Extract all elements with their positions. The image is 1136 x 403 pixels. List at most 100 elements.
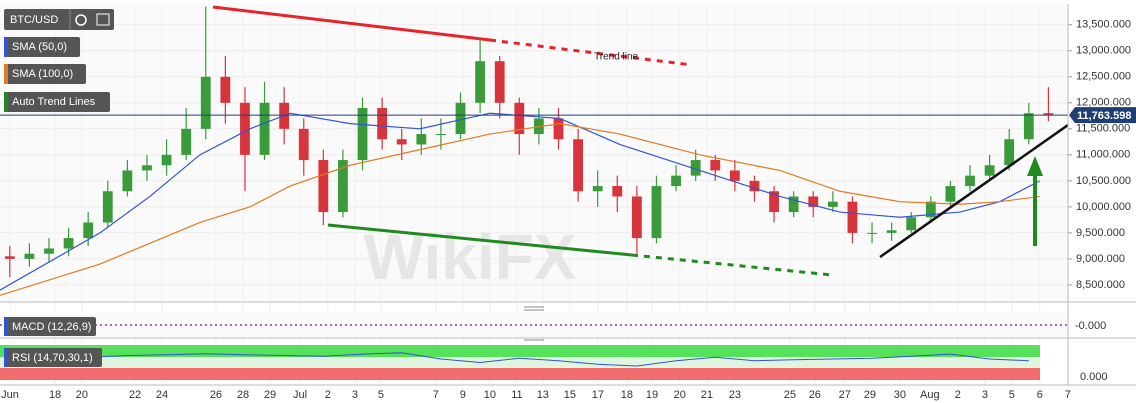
candle-body [494,61,505,103]
legend-box[interactable] [4,317,96,336]
candle-body [1043,113,1054,116]
candle-body [925,201,936,218]
candle-body [827,201,838,207]
candle-body [847,201,858,233]
y-tick-label: 10,500.000 [1076,175,1131,187]
x-tick-label: 23 [729,389,741,401]
refresh-icon[interactable] [75,14,87,26]
macd-axis-label: -0.000 [1075,320,1106,332]
y-tick-label: 11,500.000 [1076,123,1130,135]
x-tick-label: 5 [1009,389,1015,401]
price-pane [0,4,1068,302]
candle-body [710,160,721,171]
x-tick-label: 3 [352,389,358,401]
y-tick-label: 12,500.000 [1076,71,1131,83]
x-tick-label: 10 [484,389,496,401]
y-tick-label: 10,000.000 [1076,201,1131,213]
x-tick-label: Aug [920,389,940,401]
x-tick-label: Jul [293,389,307,401]
legend: BTC/USD SMA (50,0) SMA (100,0) Auto Tren… [4,9,114,367]
candle-body [886,230,897,233]
marks [0,6,1068,296]
last-price-label: 11,763.598 [1077,110,1131,122]
legend-box[interactable] [4,64,86,84]
x-tick-label: 20 [674,389,686,401]
x-tick-label: 21 [701,389,713,401]
candle-body [631,196,642,239]
candle-body [83,222,94,239]
x-tick-label: 13 [537,389,549,401]
candle-body [63,238,74,249]
rsi-line [9,352,1029,367]
legend-label: RSI (14,70,30,1) [12,352,93,364]
y-tick-label: 12,000.000 [1076,97,1131,109]
x-tick-label: 7 [433,389,439,401]
legend-swatch [4,348,8,367]
candle-body [24,253,35,259]
legend-label: Auto Trend Lines [12,96,96,108]
candle-body [181,128,192,155]
legend-box[interactable] [4,37,80,57]
x-tick-label: 29 [864,389,876,401]
legend-swatch [4,37,8,57]
candle-body [729,170,740,181]
x-tick-label: 24 [156,389,168,401]
legend-label: SMA (100,0) [12,68,73,80]
rsi [9,352,1029,367]
x-tick-label: 18 [49,389,61,401]
x-tick-label: 19 [646,389,658,401]
candle-body [416,134,427,145]
candle-body [514,102,525,135]
trend-line [327,223,633,257]
legend-box[interactable] [4,348,102,367]
candle-body [200,76,211,129]
candle-body [377,108,388,140]
candle-body [690,160,701,176]
x-tick-label: 29 [264,389,276,401]
candle-body [788,196,799,213]
x-tick-label: 15 [564,389,576,401]
x-tick-label: 26 [210,389,222,401]
x-tick-label: 11 [511,389,522,401]
candle-body [122,170,133,192]
candle-body [338,160,348,213]
x-tick-label: 22 [129,389,141,401]
symbol: BTC/USD [10,14,58,26]
candle-body [553,118,564,140]
x-tick-label: 3 [982,389,988,401]
x-tick-label: 7 [1065,389,1071,401]
candle-body [4,256,15,259]
legend-box[interactable] [4,92,110,112]
candle-body [298,128,309,161]
candle-body [396,139,407,145]
candle-body [808,196,819,207]
sma-line [0,112,1041,291]
settings-icon[interactable] [96,13,110,26]
x-tick-label: 25 [784,389,796,401]
candle-body [651,186,662,239]
y-tick-label: 9,500.000 [1076,227,1125,239]
rsi-mid-band [0,357,1040,368]
annotation: Trend line [594,52,639,63]
symbol-box[interactable] [4,9,114,30]
x-tick-label: 28 [237,389,249,401]
candle-body [102,191,113,223]
legend-label: MACD (12,26,9) [12,321,91,333]
candle-body [945,186,956,202]
x-tick-label: 26 [809,389,821,401]
sma-line [0,123,1040,296]
trend-line-projection [489,38,693,67]
candle-body [592,186,603,192]
legend-label: SMA (50,0) [12,41,67,53]
x-tick-label: Jun [1,389,19,401]
x-tick-label: 5 [378,389,384,401]
legend-swatch [4,64,8,84]
x-tick-label: 2 [955,389,961,401]
x-tick-label: 30 [894,389,906,401]
candle-body [318,160,329,213]
candle-body [455,102,466,135]
overlay: 8,500.000 9,000.000 9,500.000 10,000.000 10,… [1,19,1136,401]
trend-line [212,5,491,42]
last-price-tag [1075,107,1136,124]
